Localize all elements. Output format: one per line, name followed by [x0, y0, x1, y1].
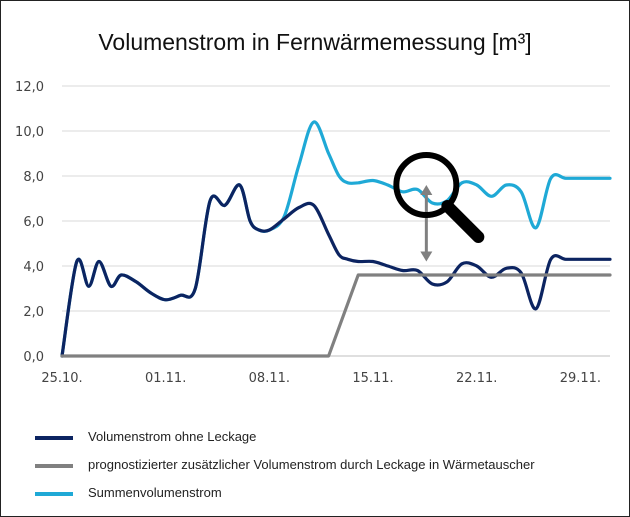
y-tick-label: 4,0: [23, 260, 44, 275]
y-tick-label: 0,0: [23, 350, 44, 365]
legend-label: prognostizierter zusätzlicher Volumenstr…: [88, 457, 535, 472]
legend-swatch: [35, 464, 73, 468]
chart-title: Volumenstrom in Fernwärmemessung [m³]: [98, 29, 532, 55]
x-axis-ticks: 25.10. 01.11. 08.11. 15.11. 22.11. 29.11.: [41, 371, 601, 386]
x-tick-label: 08.11.: [249, 371, 290, 386]
annotations: [393, 152, 485, 262]
y-tick-label: 6,0: [23, 215, 44, 230]
x-tick-label: 01.11.: [145, 371, 186, 386]
grid-lines: [62, 85, 610, 357]
y-tick-label: 8,0: [23, 170, 44, 185]
y-tick-label: 10,0: [15, 125, 44, 140]
line-chart: 0,0 2,0 4,0 6,0 8,0 10,0 12,0 25.10. 01.11. 08.1…: [15, 80, 612, 386]
x-tick-label: 15.11.: [352, 371, 393, 386]
series-summenvolumenstrom: [60, 120, 612, 358]
y-tick-label: 2,0: [23, 305, 44, 320]
series-ohne-leckage: [60, 183, 612, 358]
magnifier-icon: [393, 152, 485, 243]
series-leckage-prognose: [60, 273, 612, 358]
legend-swatch: [35, 436, 73, 440]
arrow-head-up: [420, 185, 433, 195]
magnifier-lens: [393, 152, 460, 218]
magnifier-handle: [441, 200, 485, 243]
y-tick-label: 12,0: [15, 80, 44, 95]
legend-swatch: [35, 492, 73, 496]
arrow-head-down: [420, 251, 433, 262]
series-group: [60, 120, 612, 358]
legend-label: Volumenstrom ohne Leckage: [88, 429, 257, 444]
y-axis-ticks: 0,0 2,0 4,0 6,0 8,0 10,0 12,0: [15, 80, 44, 365]
x-tick-label: 25.10.: [41, 371, 82, 386]
legend-label: Summenvolumenstrom: [88, 485, 222, 500]
x-tick-label: 22.11.: [456, 371, 497, 386]
x-tick-label: 29.11.: [560, 371, 601, 386]
